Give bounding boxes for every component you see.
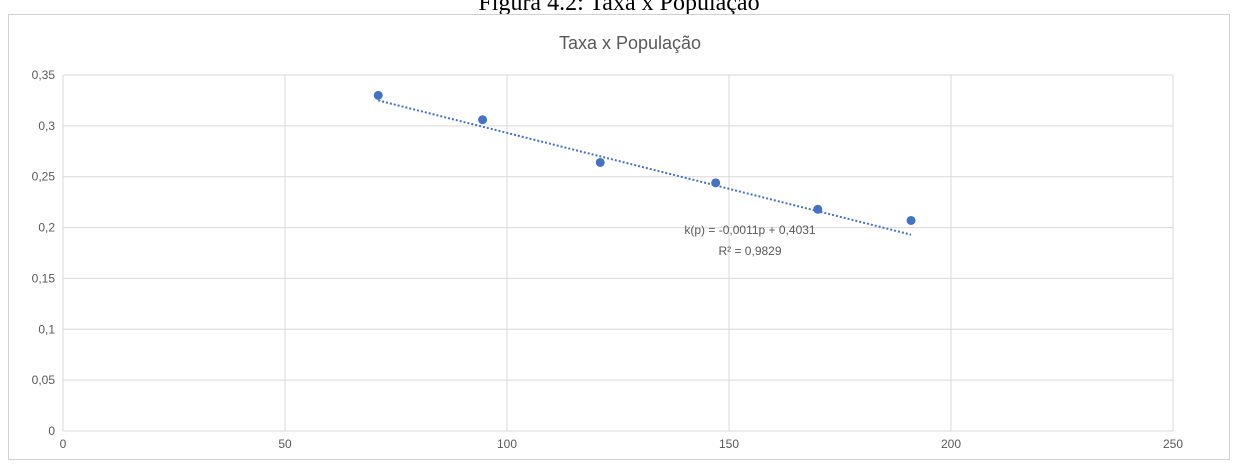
- y-tick-label: 0,25: [32, 170, 56, 184]
- trendline-equation: k(p) = -0,0011p + 0,4031: [684, 223, 816, 237]
- y-tick-label: 0,05: [32, 373, 56, 387]
- data-point: [711, 178, 721, 188]
- chart-area: Taxa x População 0 50 100 150 200 250 0 0,05 0,…: [8, 14, 1230, 460]
- x-axis-tick-labels: 0 50 100 150 200 250: [60, 437, 1184, 451]
- x-tick-label: 100: [497, 437, 517, 451]
- x-tick-label: 0: [60, 437, 67, 451]
- data-point: [478, 115, 488, 125]
- trendline-group: [377, 99, 912, 236]
- trendline-r-squared: R² = 0,9829: [718, 244, 781, 258]
- x-tick-label: 200: [941, 437, 961, 451]
- x-tick-label: 250: [1163, 437, 1183, 451]
- figure-caption: Figura 4.2: Taxa x População: [478, 0, 760, 16]
- y-tick-label: 0,15: [32, 271, 56, 285]
- data-points: [373, 90, 916, 225]
- y-tick-label: 0,2: [38, 221, 55, 235]
- chart-title: Taxa x População: [559, 33, 701, 53]
- gridlines: [62, 74, 1174, 432]
- data-point: [373, 90, 383, 100]
- data-point: [595, 157, 605, 167]
- data-point: [813, 204, 823, 214]
- y-tick-label: 0,1: [38, 322, 55, 336]
- y-tick-label: 0,3: [38, 119, 55, 133]
- x-tick-label: 50: [278, 437, 292, 451]
- y-axis-tick-labels: 0 0,05 0,1 0,15 0,2 0,25 0,3 0,35: [32, 68, 56, 438]
- scatter-chart: Taxa x População 0 50 100 150 200 250 0 0,05 0,…: [32, 33, 1184, 451]
- data-point: [906, 215, 916, 225]
- y-tick-label: 0: [48, 424, 55, 438]
- y-tick-label: 0,35: [32, 68, 56, 82]
- x-tick-label: 150: [719, 437, 739, 451]
- trendline: [377, 99, 912, 236]
